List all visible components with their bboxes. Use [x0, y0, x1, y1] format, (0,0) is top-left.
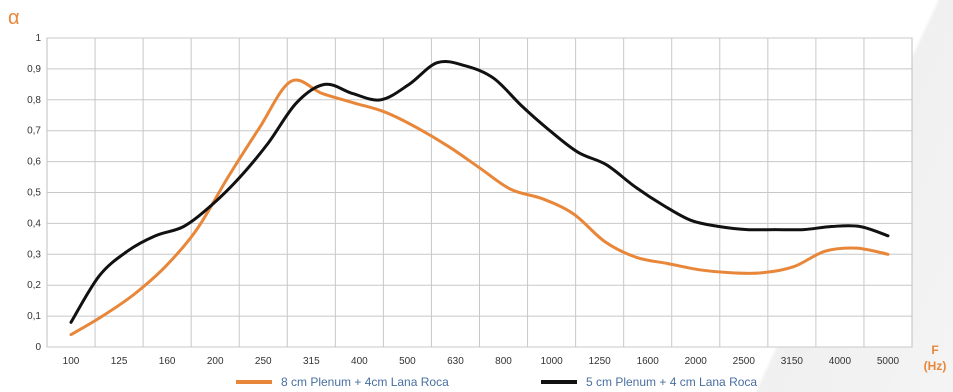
- chart-legend: 8 cm Plenum + 4cm Lana Roca 5 cm Plenum +…: [236, 375, 757, 389]
- y-tick-label: 0,4: [27, 218, 41, 229]
- y-tick-label: 0,1: [27, 311, 41, 322]
- legend-label: 5 cm Plenum + 4 cm Lana Roca: [586, 375, 757, 389]
- series-line-2: [69, 60, 890, 324]
- x-tick-label: 4000: [829, 356, 852, 367]
- x-tick-label: 2500: [733, 356, 756, 367]
- y-tick-label: 0,6: [27, 157, 41, 168]
- y-tick-label: 0,9: [27, 64, 41, 75]
- x-tick-label: 500: [399, 356, 416, 367]
- y-tick-label: 0,3: [27, 249, 41, 260]
- series-line-1: [69, 78, 890, 337]
- y-tick-label: 0,8: [27, 95, 41, 106]
- y-tick-label: 0,5: [27, 188, 41, 199]
- x-tick-label: 200: [207, 356, 224, 367]
- x-tick-label: 2000: [685, 356, 708, 367]
- legend-label: 8 cm Plenum + 4cm Lana Roca: [281, 375, 449, 389]
- y-tick-label: 0,2: [27, 280, 41, 291]
- y-tick-label: 0,7: [27, 126, 41, 137]
- x-tick-label: 250: [255, 356, 272, 367]
- x-tick-label: 800: [495, 356, 512, 367]
- x-tick-label: 1000: [540, 356, 563, 367]
- x-tick-label: 630: [447, 356, 464, 367]
- x-axis-unit: (Hz): [924, 359, 947, 373]
- series-lines: [69, 60, 890, 337]
- x-tick-label: 400: [351, 356, 368, 367]
- y-tick-label: 1: [35, 33, 41, 44]
- x-tick-label: 1250: [589, 356, 612, 367]
- y-axis-ticks: 0 0,1 0,2 0,3 0,4 0,5 0,6 0,7 0,8 0,9 1: [27, 33, 41, 353]
- x-tick-label: 315: [303, 356, 320, 367]
- x-tick-label: 1600: [637, 356, 660, 367]
- x-tick-label: 100: [63, 356, 80, 367]
- x-tick-label: 125: [111, 356, 128, 367]
- grid-lines: [46, 37, 913, 348]
- x-tick-label: 3150: [781, 356, 804, 367]
- x-tick-label: 160: [159, 356, 176, 367]
- x-axis-ticks: 100 125 160 200 250 315 400 500 630 800 1000 1250 16…: [63, 356, 900, 367]
- y-tick-label: 0: [35, 342, 41, 353]
- x-tick-label: 5000: [877, 356, 900, 367]
- y-axis-title: α: [8, 7, 20, 29]
- x-axis-title: F: [931, 343, 938, 357]
